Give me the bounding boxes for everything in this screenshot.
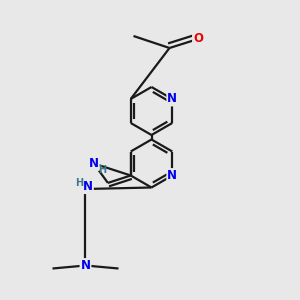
Text: H: H xyxy=(75,178,83,188)
Text: N: N xyxy=(89,157,99,170)
Text: H: H xyxy=(98,165,106,175)
Text: N: N xyxy=(83,180,93,193)
Text: O: O xyxy=(193,32,203,46)
Text: N: N xyxy=(167,169,177,182)
Text: N: N xyxy=(80,259,91,272)
Text: N: N xyxy=(167,92,177,106)
